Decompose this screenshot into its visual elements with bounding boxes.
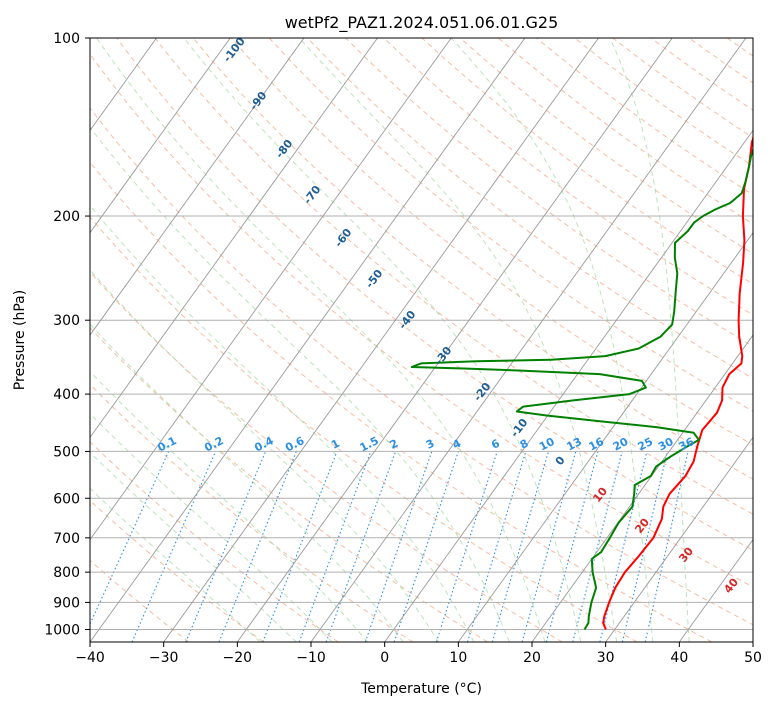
x-tick-label: −10 <box>296 650 326 666</box>
x-tick-label: 20 <box>523 650 541 666</box>
chart-title: wetPf2_PAZ1.2024.051.06.01.G25 <box>285 13 559 33</box>
y-axis-label: Pressure (hPa) <box>12 290 28 390</box>
y-tick-label: 700 <box>53 531 80 547</box>
y-tick-label: 400 <box>53 387 80 403</box>
x-tick-label: 40 <box>670 650 688 666</box>
x-axis-label: Temperature (°C) <box>360 681 482 697</box>
y-tick-label: 800 <box>53 565 80 581</box>
y-tick-label: 900 <box>53 595 80 611</box>
x-tick-label: −40 <box>75 650 105 666</box>
x-tick-label: 10 <box>449 650 467 666</box>
y-tick-label: 600 <box>53 491 80 507</box>
x-tick-label: 0 <box>380 650 389 666</box>
y-tick-label: 200 <box>53 209 80 225</box>
y-tick-label: 100 <box>53 31 80 47</box>
y-tick-label: 500 <box>53 444 80 460</box>
x-tick-label: 50 <box>744 650 762 666</box>
y-tick-label: 1000 <box>44 622 80 638</box>
x-tick-label: −30 <box>149 650 179 666</box>
y-tick-label: 300 <box>53 313 80 329</box>
x-tick-label: −20 <box>223 650 253 666</box>
x-tick-label: 30 <box>597 650 615 666</box>
